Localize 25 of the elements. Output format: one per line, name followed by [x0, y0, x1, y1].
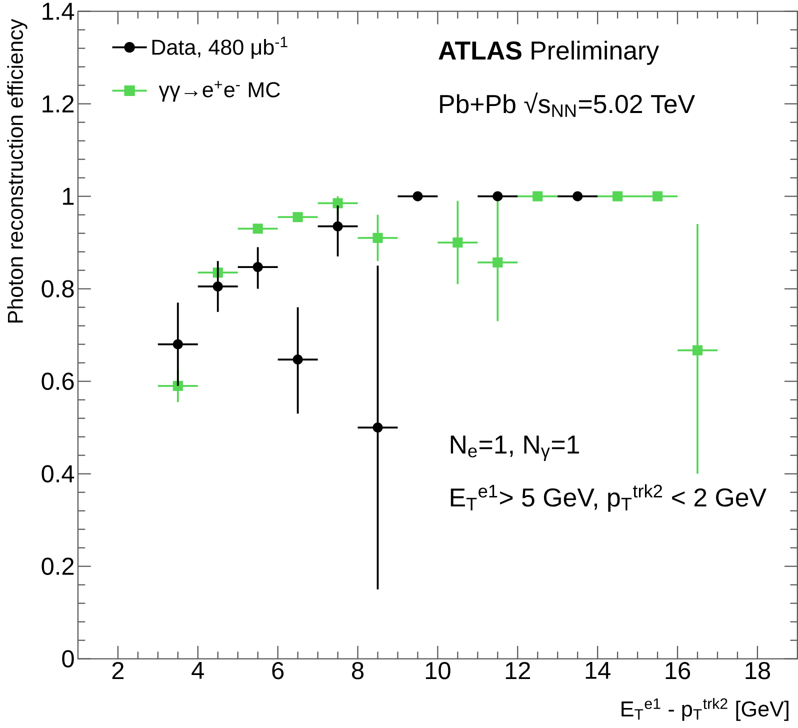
x-axis-title: E$_{T}$$^{e1}$ - p$_{T}$$^{trk2}$ [GeV]: [622, 698, 788, 721]
x-tick-label: 18: [746, 662, 770, 680]
y-tick-label: 0.6: [42, 372, 74, 390]
annotation: Pb+Pb √s$_{NN}$=5.02 TeV: [440, 92, 695, 117]
legend-label: Data, 480 μb$^{-1}$: [152, 36, 288, 59]
y-tick-label: 1: [63, 188, 74, 205]
x-tick-label: 6: [272, 662, 284, 680]
x-tick-label: 14: [586, 662, 610, 679]
x-tick-label: 10: [426, 662, 450, 680]
y-tick-label: 0.4: [42, 465, 74, 482]
x-tick-label: 12: [506, 662, 530, 680]
y-tick-label: 0.2: [42, 558, 74, 575]
x-tick-label: 8: [352, 662, 364, 680]
annotation: N$_{e}$=1, N$_{γ}$=1: [450, 436, 579, 461]
x-tick-label: 4: [192, 662, 204, 679]
legend-label: γγ→e$^{+}$e$^{-}$ MC: [158, 80, 280, 102]
y-tick-label: 0.8: [42, 280, 74, 298]
y-tick-label: 0: [62, 650, 74, 668]
y-tick-label: 1.4: [42, 2, 74, 20]
annotation: ATLAS Preliminary: [438, 40, 660, 65]
annotation: E$_{T}$$^{e1}$> 5 GeV, p$_{T}$$^{trk2}$ < 2 GeV: [450, 484, 766, 512]
x-tick-label: 16: [666, 662, 690, 680]
x-tick-label: 2: [112, 662, 124, 680]
y-axis-title: Photon reconstruction efficiency: [7, 18, 28, 323]
y-tick-label: 1.2: [42, 95, 74, 112]
